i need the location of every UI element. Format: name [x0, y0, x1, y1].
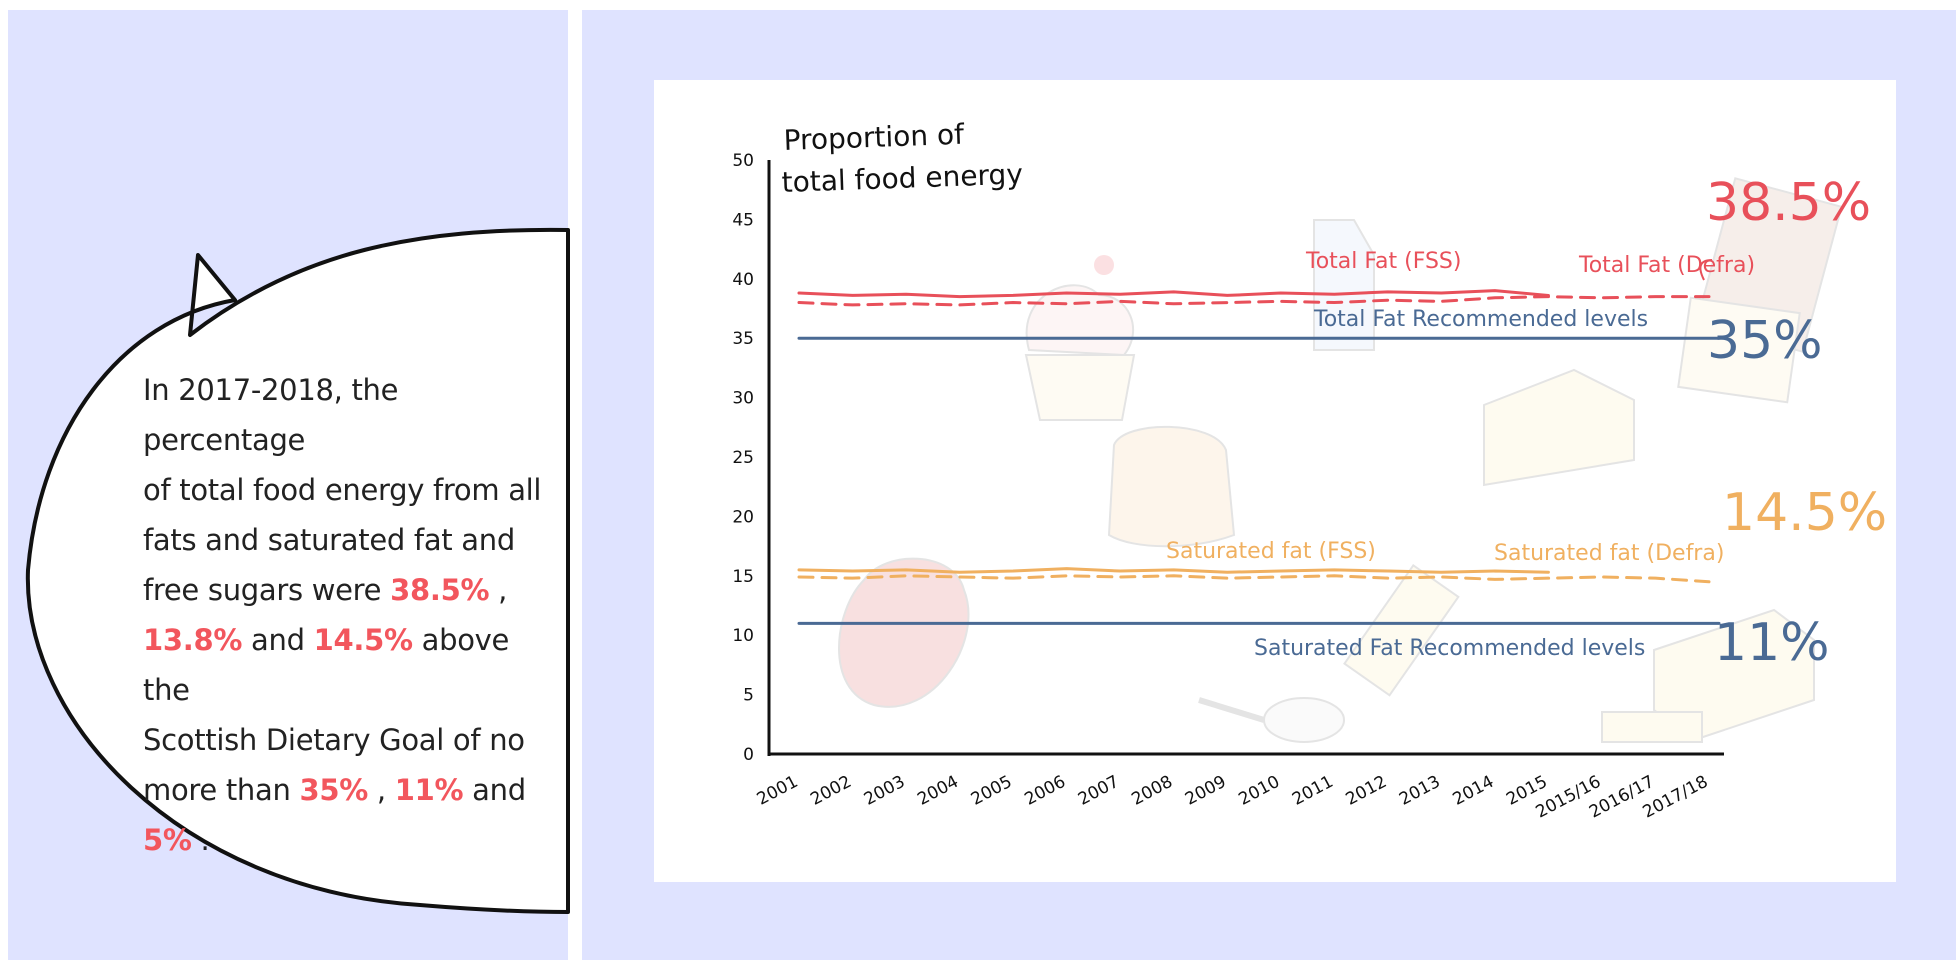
x-tick-label: 2011 — [1289, 772, 1337, 810]
y-tick-label: 30 — [732, 389, 754, 409]
series-line-total-fat-fss — [797, 289, 1550, 299]
callout-saturated-fat: 14.5% — [1722, 483, 1887, 543]
highlight-goal-total-fat: 35% — [299, 773, 368, 807]
steak-icon — [838, 557, 970, 708]
pudding-icon — [1107, 425, 1236, 548]
y-axis-title-line-1: Proportion of — [783, 118, 966, 157]
x-tick-label: 2008 — [1128, 772, 1176, 810]
bubble-text-segment: more than — [143, 773, 300, 807]
series-label-total-fat-defra: Total Fat (Defra) — [1578, 253, 1755, 278]
y-tick-label: 40 — [732, 270, 754, 290]
spoon-icon — [1198, 697, 1345, 743]
bubble-text-segment: , — [489, 573, 508, 607]
y-axis-title-line-2: total food energy — [781, 158, 1023, 199]
x-tick-label: 2009 — [1182, 772, 1230, 810]
y-tick-label: 5 — [743, 686, 754, 706]
bubble-text-segment: above the — [143, 623, 510, 707]
bubble-line-3: fats and saturated fat and — [143, 523, 515, 557]
milk-carton-icon — [1313, 219, 1375, 351]
bubble-text-segment: free sugars were — [143, 573, 391, 607]
line-chart: Proportion of total food energy 0 5 10 15 20… — [732, 118, 1887, 823]
bubble-line-7: more than 35% , 11% and — [143, 765, 563, 815]
bubble-line-4: free sugars were 38.5% , — [143, 565, 563, 615]
highlight-free-sugars: 14.5% — [313, 623, 413, 657]
series-label-total-fat-recommended: Total Fat Recommended levels — [1313, 307, 1648, 332]
highlight-total-fat: 38.5% — [390, 573, 490, 607]
series-label-saturated-fat-defra: Saturated fat (Defra) — [1494, 541, 1724, 566]
highlight-saturated-fat: 13.8% — [143, 623, 243, 657]
series-line-saturated-fat-defra — [797, 574, 1711, 584]
x-tick-label: 2001 — [754, 772, 802, 810]
oil-bottle-icon — [1343, 563, 1460, 697]
x-tick-label: 2003 — [861, 772, 909, 810]
bubble-line-2: of total food energy from all — [143, 473, 542, 507]
callout-saturated-fat-goal: 11% — [1714, 613, 1830, 673]
series-line-saturated-fat-fss — [797, 567, 1550, 574]
bubble-text-segment: and — [242, 623, 314, 657]
series-line-total-fat-defra — [797, 295, 1711, 307]
x-tick-label: 2010 — [1236, 772, 1284, 810]
chart-card: Proportion of total food energy 0 5 10 15 20… — [654, 80, 1896, 882]
bubble-text-segment: . — [191, 823, 210, 857]
cheese-icon — [1483, 368, 1635, 487]
y-tick-label: 10 — [732, 626, 754, 646]
x-tick-label: 2005 — [968, 772, 1016, 810]
butter-icon — [1601, 608, 1815, 743]
highlight-goal-free-sugars: 5% — [143, 823, 192, 857]
callout-total-fat: 38.5% — [1706, 173, 1871, 233]
panel-divider — [568, 0, 582, 960]
x-tick-label: 2006 — [1021, 772, 1069, 810]
bubble-line-1: In 2017-2018, the percentage — [143, 373, 399, 457]
bubble-text: In 2017-2018, the percentage of total fo… — [143, 365, 563, 865]
y-tick-label: 50 — [732, 151, 754, 171]
highlight-goal-saturated-fat: 11% — [394, 773, 464, 807]
bubble-line-6: Scottish Dietary Goal of no — [143, 723, 525, 757]
x-tick-label: 2004 — [914, 772, 962, 810]
speech-bubble — [25, 227, 570, 914]
y-tick-label: 0 — [743, 745, 754, 765]
chocolate-icon — [1677, 177, 1843, 404]
x-tick-label: 2002 — [807, 772, 855, 810]
bubble-line-8: 5% . — [143, 815, 563, 865]
bubble-text-segment: and — [463, 773, 526, 807]
y-tick-label: 25 — [732, 448, 754, 468]
series-label-saturated-fat-fss: Saturated fat (FSS) — [1166, 539, 1376, 564]
callout-total-fat-goal: 35% — [1707, 311, 1823, 371]
x-tick-label: 2013 — [1396, 772, 1444, 810]
y-tick-label: 15 — [732, 567, 754, 587]
series-label-saturated-fat-recommended: Saturated Fat Recommended levels — [1254, 636, 1645, 661]
x-tick-label: 2012 — [1343, 772, 1391, 810]
series-label-total-fat-fss: Total Fat (FSS) — [1305, 249, 1461, 274]
callout-arrow — [1699, 259, 1713, 281]
bubble-text-segment: , — [367, 773, 395, 807]
y-tick-label: 45 — [732, 210, 754, 230]
bubble-line-5: 13.8% and 14.5% above the — [143, 615, 563, 715]
x-tick-label: 2007 — [1075, 772, 1123, 810]
x-tick-label: 2014 — [1450, 772, 1498, 810]
y-tick-label: 35 — [732, 329, 754, 349]
y-tick-label: 20 — [732, 507, 754, 527]
